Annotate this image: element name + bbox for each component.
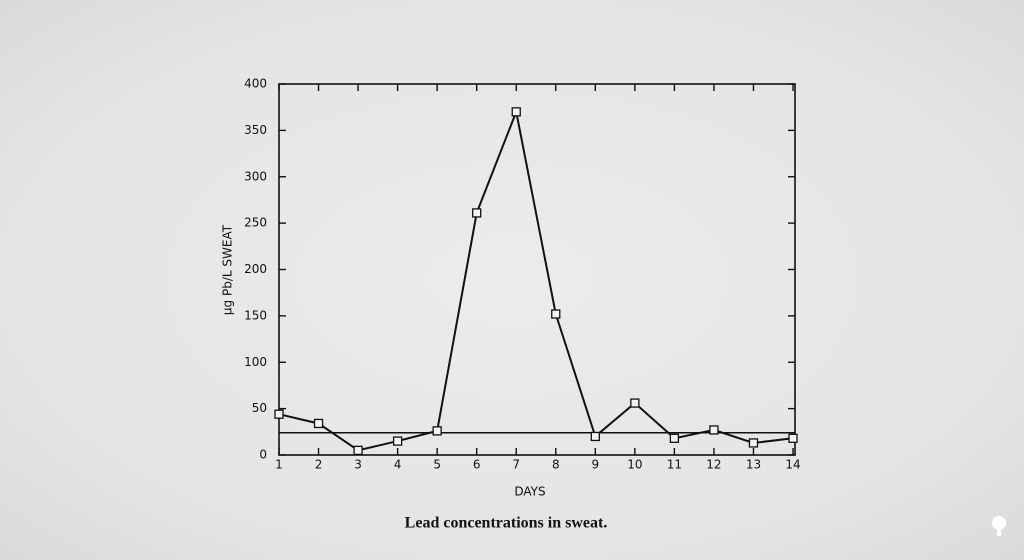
data-point xyxy=(709,425,719,435)
data-point xyxy=(274,409,284,419)
chart-title: Lead concentrations in sweat. xyxy=(405,515,608,532)
data-point xyxy=(511,107,521,117)
plot-frame xyxy=(278,83,796,456)
y-axis-label: µg Pb/L SWEAT xyxy=(221,224,235,315)
y-tick-label: 50 xyxy=(252,401,267,415)
data-point xyxy=(551,309,561,319)
x-tick-label: 14 xyxy=(785,458,800,472)
y-tick-label: 400 xyxy=(244,77,267,91)
x-tick-label: 13 xyxy=(746,458,761,472)
data-point xyxy=(669,433,680,443)
data-point xyxy=(353,445,363,456)
x-axis-label: DAYS xyxy=(514,485,545,499)
x-tick-label: 10 xyxy=(627,458,642,472)
x-tick-label: 4 xyxy=(394,458,402,472)
logo-icon xyxy=(992,516,1006,536)
y-tick-label: 100 xyxy=(244,355,267,369)
y-tick-label: 200 xyxy=(244,262,267,276)
y-tick-label: 150 xyxy=(244,308,267,322)
y-tick-label: 250 xyxy=(244,216,267,230)
y-tick-label: 350 xyxy=(244,123,267,137)
data-point xyxy=(313,418,324,429)
x-tick-label: 6 xyxy=(473,458,481,472)
y-tick-label: 300 xyxy=(244,169,267,183)
data-line xyxy=(278,108,794,452)
data-point xyxy=(472,208,482,218)
data-point xyxy=(630,398,640,408)
x-tick-label: 1 xyxy=(275,458,283,472)
y-tick-label: 0 xyxy=(259,448,267,462)
x-tick-label: 2 xyxy=(315,458,323,472)
x-tick-label: 8 xyxy=(552,458,560,472)
x-tick-label: 12 xyxy=(706,458,721,472)
data-point xyxy=(590,431,600,442)
x-tick-label: 11 xyxy=(667,458,682,472)
data-point xyxy=(788,433,798,443)
x-tick-label: 3 xyxy=(354,458,362,472)
data-point xyxy=(432,426,442,436)
data-point xyxy=(392,436,403,446)
x-tick-label: 5 xyxy=(433,458,441,472)
data-point xyxy=(748,438,759,448)
x-tick-label: 9 xyxy=(591,458,599,472)
x-tick-label: 7 xyxy=(512,458,520,472)
